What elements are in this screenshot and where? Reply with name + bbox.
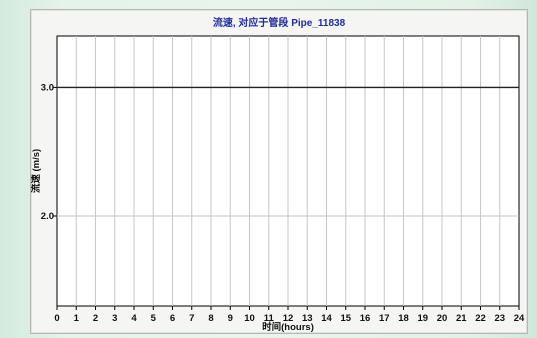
y-axis-label: 流速 (m/s) <box>31 149 42 193</box>
x-tick-label-19: 19 <box>417 313 428 324</box>
x-tick-label-2: 2 <box>93 313 98 324</box>
x-tick-label-16: 16 <box>360 313 371 324</box>
x-tick-labels: 0 1 2 3 4 5 6 7 8 9 10 11 12 13 14 15 16 17 18 19 20 21 22 23 24 <box>54 313 525 324</box>
chart-title: 流速, 对应于管段 Pipe_11838 <box>213 16 346 29</box>
x-tick-label-11: 11 <box>264 313 275 324</box>
x-tick-label-4: 4 <box>131 313 137 324</box>
x-tick-label-1: 1 <box>74 313 80 324</box>
x-tick-label-9: 9 <box>228 313 233 324</box>
x-tick-label-23: 23 <box>494 313 505 324</box>
x-tick-label-22: 22 <box>475 313 486 324</box>
axes <box>53 86 520 310</box>
x-tick-label-18: 18 <box>398 313 409 324</box>
x-tick-label-14: 14 <box>321 313 332 324</box>
y-tick-label-2.0: 2.0 <box>41 211 54 222</box>
y-tick-labels: 2.0 3.0 <box>41 82 54 222</box>
x-axis-label: 时间(hours) <box>262 321 314 333</box>
x-tick-label-24: 24 <box>514 313 525 324</box>
x-tick-label-0: 0 <box>54 313 59 324</box>
y-tick-label-3.0: 3.0 <box>41 82 54 93</box>
x-tick-label-15: 15 <box>340 313 351 324</box>
x-tick-label-6: 6 <box>170 313 175 324</box>
x-tick-label-10: 10 <box>244 313 255 324</box>
x-tick-label-17: 17 <box>379 313 390 324</box>
x-tick-label-13: 13 <box>302 313 313 324</box>
x-tick-label-3: 3 <box>112 313 117 324</box>
x-tick-label-12: 12 <box>283 313 294 324</box>
x-tick-label-8: 8 <box>208 313 213 324</box>
x-tick-label-7: 7 <box>189 313 194 324</box>
x-tick-label-5: 5 <box>151 313 157 324</box>
chart-panel: 流速, 对应于管段 Pipe_11838 0 1 2 3 4 5 6 7 8 9 10 11 12 13 1… <box>30 9 528 334</box>
x-tick-label-21: 21 <box>456 313 467 324</box>
chart: 流速, 对应于管段 Pipe_11838 0 1 2 3 4 5 6 7 8 9 10 11 12 13 1… <box>31 16 525 333</box>
x-tick-label-20: 20 <box>437 313 448 324</box>
